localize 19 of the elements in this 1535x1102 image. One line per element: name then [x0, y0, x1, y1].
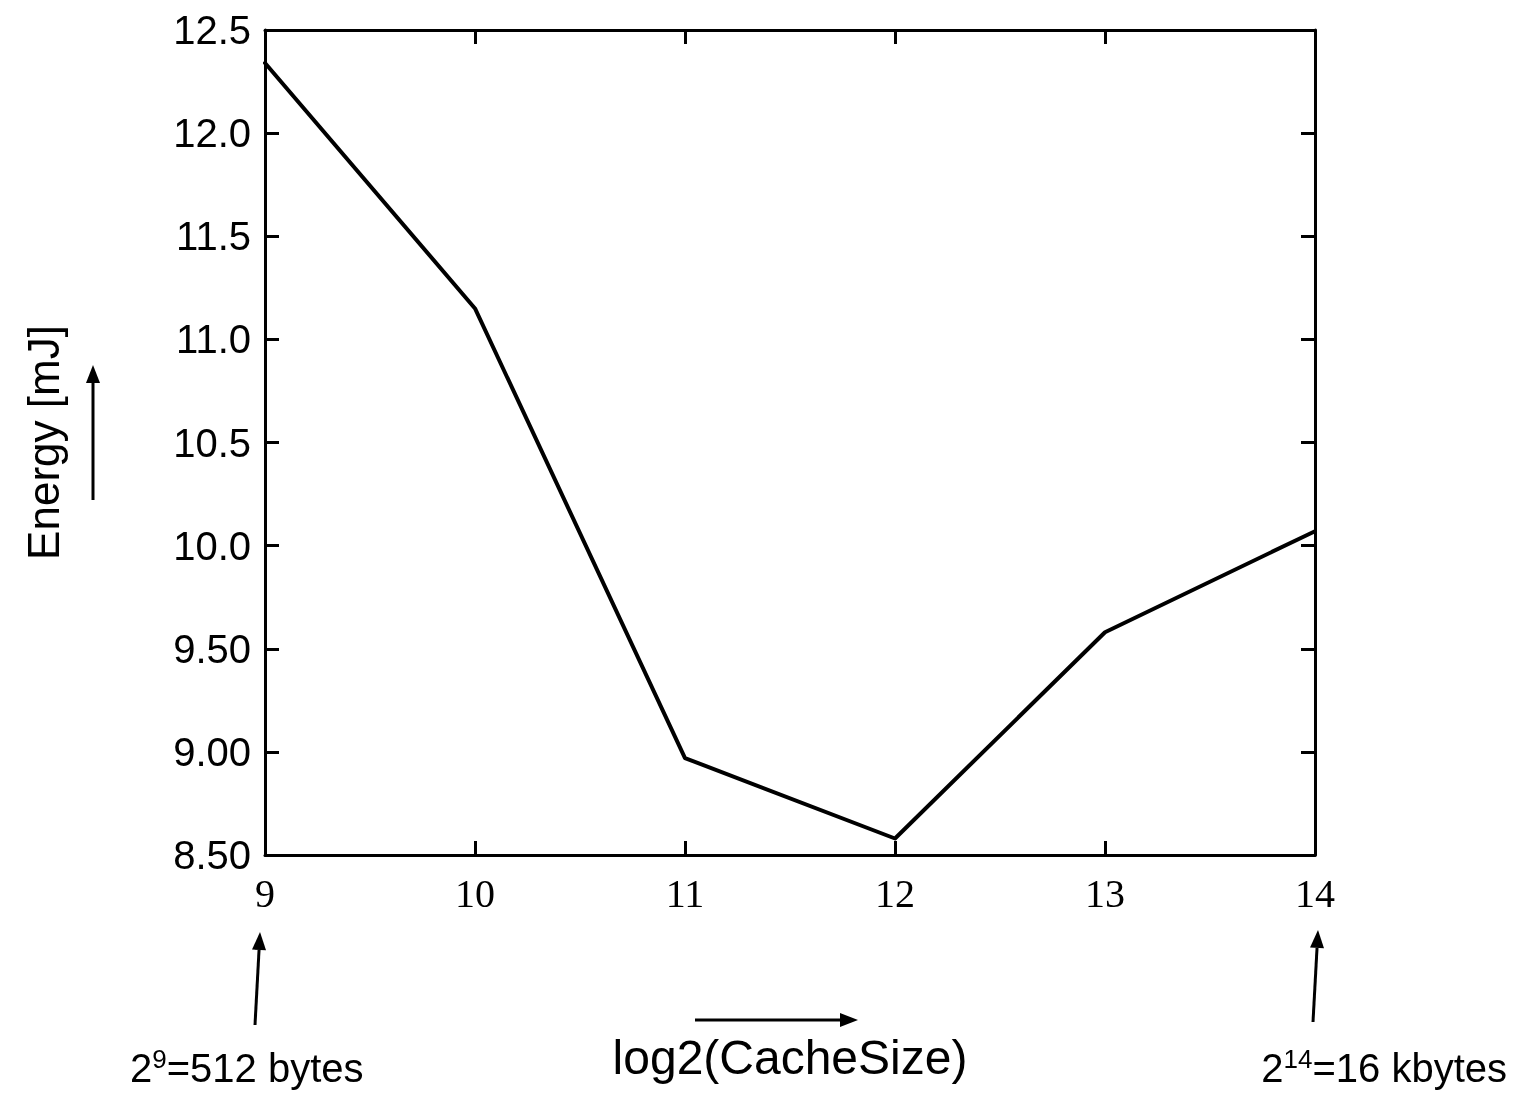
text: 2$^{14}$=16 kbytes [1261, 1043, 1507, 1090]
y-tick-label: 11.0 [176, 317, 251, 362]
text: 2$^{9}$=512 bytes [130, 1043, 364, 1090]
x-tick-label: 11 [665, 870, 705, 916]
y-tick-label: 12.0 [173, 111, 251, 156]
x-tick-label: 9 [255, 870, 275, 916]
y-tick-label: 12.5 [173, 8, 251, 52]
y-tick-label: 10.5 [173, 420, 251, 465]
x-tick-label: 13 [1085, 870, 1125, 916]
y-tick-label: 10.0 [173, 523, 251, 568]
x-tick-label: 10 [455, 870, 495, 916]
x-tick-label: 12 [875, 870, 915, 916]
y-tick-label: 9.00 [173, 729, 251, 774]
y-tick-label: 9.50 [173, 626, 251, 671]
x-axis-title: log2(CacheSize) [612, 1030, 968, 1084]
y-tick-label: 8.50 [173, 833, 251, 877]
y-axis-title: Energy [mJ] [18, 325, 68, 560]
x-tick-label: 14 [1295, 870, 1335, 916]
y-tick-label: 11.5 [176, 214, 251, 259]
